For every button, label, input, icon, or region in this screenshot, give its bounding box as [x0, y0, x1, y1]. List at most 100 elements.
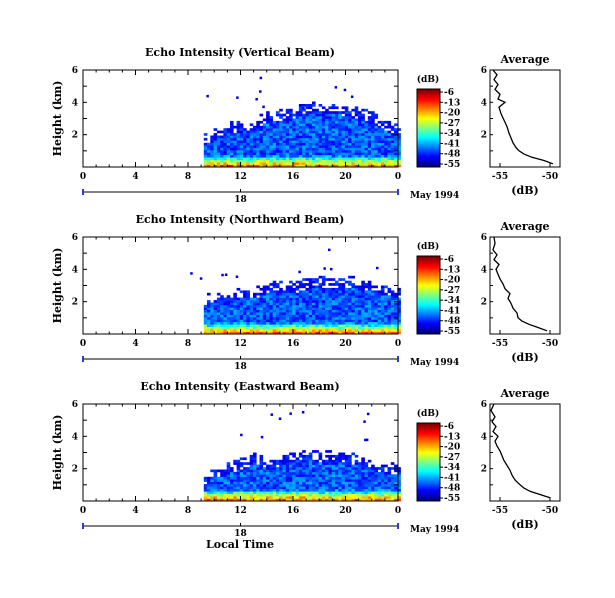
echo-cell	[335, 113, 339, 117]
echo-cell	[371, 471, 375, 475]
echo-cell	[351, 300, 355, 303]
echo-cell	[305, 481, 310, 485]
echo-cell	[275, 331, 280, 335]
echo-cell	[243, 159, 247, 163]
echo-cell	[371, 312, 375, 315]
echo-cell	[236, 300, 241, 303]
echo-cell	[298, 164, 303, 168]
echo-cell	[325, 329, 329, 332]
echo-cell	[312, 116, 316, 119]
echo-cell	[216, 147, 221, 151]
echo-cell	[226, 484, 231, 487]
echo-cell	[239, 471, 244, 475]
echo-cell	[387, 297, 392, 301]
echo-cell	[289, 287, 293, 291]
echo-cell	[315, 159, 319, 163]
echo-cell	[335, 159, 339, 163]
echo-cell	[210, 162, 214, 165]
echo-cell	[308, 491, 313, 494]
echo-cell	[321, 474, 326, 477]
echo-cell	[354, 292, 359, 296]
echo-cell	[390, 137, 395, 141]
echo-cell	[220, 145, 224, 148]
echo-cell	[298, 108, 303, 112]
echo-cell	[380, 123, 385, 127]
echo-cell	[341, 324, 346, 327]
echo-cell	[223, 135, 227, 139]
echo-cell	[272, 137, 277, 141]
echo-cell	[348, 128, 352, 131]
echo-cell	[236, 481, 241, 485]
echo-cell	[289, 452, 293, 456]
echo-cell	[305, 130, 310, 134]
echo-cell	[308, 479, 313, 482]
echo-cell	[364, 300, 369, 303]
echo-cell	[390, 462, 395, 465]
colorbar-segment	[417, 291, 440, 294]
echo-cell	[236, 319, 241, 323]
echo-cell	[364, 479, 369, 482]
echo-cell	[305, 157, 310, 160]
echo-cell	[302, 164, 306, 168]
echo-cell	[243, 467, 247, 470]
echo-cell	[335, 486, 339, 490]
echo-cell	[364, 164, 369, 168]
echo-cell	[325, 326, 329, 330]
echo-cell	[259, 498, 264, 502]
echo-cell	[361, 486, 365, 490]
echo-cell	[361, 471, 365, 475]
echo-cell	[328, 283, 332, 286]
echo-cell	[279, 307, 283, 310]
colorbar-segment	[417, 293, 440, 296]
echo-cell	[321, 287, 326, 291]
echo-cell	[259, 488, 264, 492]
echo-cell	[325, 481, 329, 485]
echo-cell	[253, 319, 257, 323]
echo-cell	[272, 157, 277, 160]
echo-cell	[285, 464, 290, 468]
echo-cell	[308, 283, 313, 286]
echo-cell	[292, 476, 296, 480]
echo-cell	[262, 481, 267, 485]
echo-cell	[243, 309, 247, 313]
echo-cell	[344, 467, 349, 470]
echo-cell	[253, 147, 257, 151]
echo-cell	[325, 491, 329, 494]
echo-cell	[266, 300, 270, 303]
echo-cell	[243, 476, 247, 480]
echo-cell	[233, 481, 237, 485]
echo-cell	[256, 304, 260, 308]
echo-cell	[344, 331, 349, 335]
echo-cell	[351, 329, 355, 332]
echo-cell	[335, 106, 339, 110]
echo-cell	[384, 493, 388, 497]
echo-cell	[213, 493, 218, 497]
echo-cell	[387, 120, 392, 124]
echo-cell	[358, 147, 362, 151]
colorbar-segment	[417, 452, 440, 455]
echo-cell	[262, 314, 267, 318]
echo-cell	[387, 307, 392, 310]
echo-cell	[282, 123, 287, 127]
echo-cell	[236, 314, 241, 318]
colorbar-segment	[417, 462, 440, 465]
echo-cell	[374, 314, 378, 318]
echo-cell	[239, 300, 244, 303]
colorbar-tick-label: -6	[444, 255, 454, 265]
echo-cell	[390, 307, 395, 310]
echo-cell	[390, 317, 395, 320]
echo-cell	[298, 292, 303, 296]
echo-cell	[348, 118, 352, 122]
echo-cell	[380, 488, 385, 492]
echo-cell	[312, 491, 316, 494]
echo-cell	[262, 162, 267, 165]
echo-cell	[325, 479, 329, 482]
echo-cell	[305, 137, 310, 141]
colorbar-segment	[417, 149, 440, 152]
echo-cell	[285, 123, 290, 127]
echo-cell	[315, 152, 319, 156]
echo-cell	[302, 459, 306, 463]
echo-cell	[282, 459, 287, 463]
echo-cell	[351, 147, 355, 151]
echo-cell	[308, 324, 313, 327]
